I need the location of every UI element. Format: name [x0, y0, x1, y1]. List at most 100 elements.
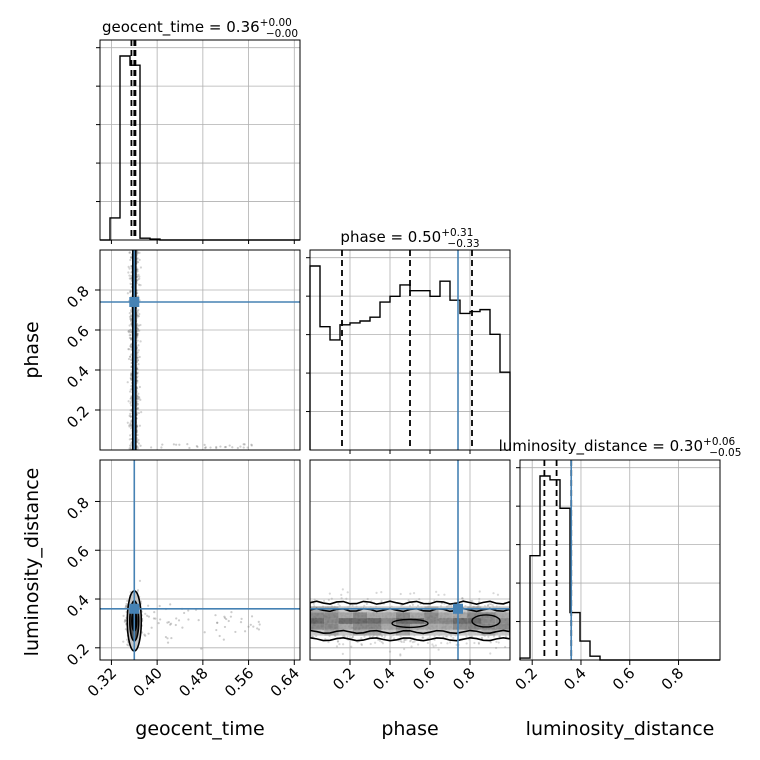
scatter-point: [129, 337, 132, 340]
scatter-point: [228, 444, 231, 447]
scatter-point: [313, 598, 316, 601]
scatter-point: [139, 284, 142, 287]
contour: [471, 614, 501, 628]
scatter-point: [129, 409, 132, 412]
scatter-point: [435, 590, 438, 593]
scatter-point: [136, 356, 139, 360]
scatter-point: [129, 317, 132, 321]
scatter-point: [203, 443, 206, 446]
scatter-point: [378, 639, 382, 642]
scatter-point: [340, 593, 343, 596]
scatter-point: [130, 330, 133, 334]
scatter-point: [214, 614, 217, 617]
scatter-point: [242, 446, 245, 449]
scatter-point: [128, 251, 132, 254]
scatter-point: [345, 597, 348, 600]
scatter-point: [130, 395, 133, 398]
title-main: geocent_time = 0.36: [102, 18, 260, 37]
scatter-point: [418, 597, 421, 601]
scatter-point: [239, 445, 242, 448]
scatter-point: [252, 625, 255, 628]
data-layer: [100, 40, 720, 661]
density-cell: [410, 612, 425, 619]
scatter-point: [169, 622, 173, 625]
scatter-point: [128, 324, 131, 327]
scatter-point: [129, 444, 132, 447]
scatter-point: [223, 446, 227, 449]
scatter-point: [128, 329, 131, 332]
scatter-point: [136, 330, 139, 333]
scatter-point: [136, 400, 139, 403]
scatter-point: [392, 637, 396, 640]
scatter-point: [137, 308, 140, 311]
density-cell: [495, 612, 510, 619]
scatter-point: [491, 604, 494, 607]
scatter-point: [455, 643, 458, 646]
scatter-point: [125, 605, 128, 608]
density-cell: [410, 618, 425, 624]
scatter-point: [136, 381, 139, 384]
scatter-point: [130, 424, 133, 427]
density-cell: [367, 623, 382, 630]
scatter-point: [322, 599, 326, 603]
y-tick-label: 0.2: [63, 402, 93, 432]
scatter-point: [328, 592, 331, 595]
scatter-point: [128, 434, 132, 437]
scatter-point: [258, 623, 261, 626]
scatter-point: [136, 260, 139, 264]
scatter-point: [136, 250, 139, 253]
scatter-point: [129, 423, 132, 426]
scatter-point: [129, 427, 133, 430]
scatter-point: [129, 277, 132, 280]
scatter-point: [416, 604, 420, 607]
scatter-point: [129, 322, 133, 326]
scatter-point: [130, 290, 133, 293]
scatter-point: [139, 323, 142, 327]
scatter-point: [136, 311, 139, 314]
density-cell: [438, 612, 453, 619]
x-tick-label: 0.40: [130, 664, 166, 700]
scatter-point: [127, 644, 130, 647]
scatter-point: [136, 322, 139, 325]
scatter-point: [127, 400, 130, 403]
scatter-point: [136, 372, 139, 375]
density-cell: [352, 612, 368, 619]
scatter-point: [200, 647, 203, 650]
scatter-point: [312, 602, 315, 605]
scatter-point: [130, 365, 133, 369]
scatter-point: [130, 420, 133, 423]
scatter-point: [350, 636, 354, 640]
scatter-point: [440, 641, 443, 645]
scatter-point: [403, 638, 406, 641]
density-cell: [452, 623, 468, 630]
scatter-point: [250, 444, 253, 447]
scatter-point: [125, 602, 128, 606]
scatter-point: [239, 621, 243, 624]
scatter-point: [129, 291, 132, 294]
scatter-point: [408, 640, 412, 643]
scatter-point: [138, 397, 141, 400]
scatter-point: [216, 621, 219, 624]
scatter-point: [390, 635, 393, 638]
scatter-point: [256, 627, 259, 630]
scatter-point: [136, 589, 140, 592]
scatter-point: [399, 639, 402, 642]
scatter-point: [138, 395, 141, 399]
density-cell: [338, 623, 353, 630]
scatter-point: [477, 641, 480, 644]
x-tick-label: 0.6: [409, 664, 439, 694]
scatter-point: [136, 371, 139, 374]
scatter-point: [480, 636, 483, 640]
density-cell: [467, 618, 482, 624]
scatter-point: [187, 618, 190, 621]
density-cell: [310, 618, 325, 624]
scatter-point: [129, 345, 133, 348]
scatter-point: [399, 635, 402, 638]
title-minus: −0.33: [447, 238, 479, 250]
scatter-point: [380, 591, 383, 594]
scatter-point: [403, 647, 406, 651]
scatter-point: [147, 632, 150, 635]
scatter-point: [346, 635, 349, 638]
scatter-point: [136, 403, 139, 407]
scatter-point: [404, 638, 407, 642]
